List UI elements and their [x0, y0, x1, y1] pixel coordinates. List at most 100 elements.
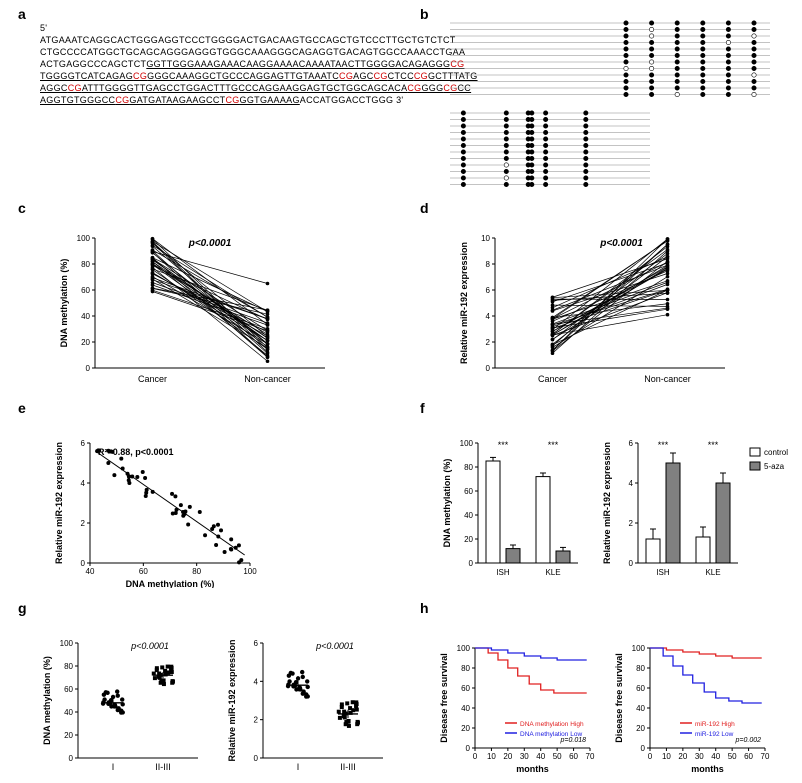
- svg-text:control: control: [764, 448, 788, 457]
- svg-text:p<0.0001: p<0.0001: [188, 238, 232, 249]
- svg-text:100: 100: [457, 644, 471, 653]
- svg-text:6: 6: [629, 439, 634, 448]
- svg-text:***: ***: [548, 440, 559, 450]
- svg-text:DNA methylation (%): DNA methylation (%): [59, 259, 69, 348]
- svg-text:20: 20: [64, 731, 73, 740]
- svg-text:0: 0: [629, 559, 634, 568]
- svg-text:p<0.0001: p<0.0001: [130, 641, 169, 651]
- svg-text:20: 20: [81, 338, 90, 347]
- svg-text:Cancer: Cancer: [538, 374, 567, 384]
- svg-text:100: 100: [60, 639, 74, 648]
- svg-text:p=0.002: p=0.002: [735, 737, 762, 744]
- panel-g-plot: 020406080100DNA methylation (%)III-IIIp<…: [40, 618, 410, 778]
- svg-text:0: 0: [469, 559, 474, 568]
- svg-text:miR-192 Low: miR-192 Low: [695, 731, 734, 738]
- svg-text:10: 10: [481, 234, 490, 243]
- panel-e-plot: 0246406080100Relative miR-192 expression…: [50, 418, 270, 588]
- panel-b-plot: [440, 18, 780, 193]
- panel-c-label: c: [18, 200, 26, 216]
- svg-text:40: 40: [86, 567, 95, 576]
- svg-text:6: 6: [486, 286, 491, 295]
- svg-text:I: I: [112, 762, 115, 772]
- svg-text:0: 0: [69, 754, 74, 763]
- svg-text:Relative miR-192 expression: Relative miR-192 expression: [602, 442, 612, 564]
- svg-text:60: 60: [64, 685, 73, 694]
- svg-text:40: 40: [81, 312, 90, 321]
- svg-text:6: 6: [81, 439, 86, 448]
- svg-text:60: 60: [139, 567, 148, 576]
- svg-text:0: 0: [641, 744, 646, 753]
- svg-text:I: I: [297, 762, 300, 772]
- svg-text:Non-cancer: Non-cancer: [644, 374, 691, 384]
- panel-d-label: d: [420, 200, 429, 216]
- panel-b-label: b: [420, 6, 429, 22]
- svg-text:40: 40: [64, 708, 73, 717]
- panel-h-label: h: [420, 600, 429, 616]
- svg-text:4: 4: [486, 312, 491, 321]
- svg-text:2: 2: [254, 716, 259, 725]
- svg-text:20: 20: [503, 752, 512, 761]
- svg-text:***: ***: [498, 440, 509, 450]
- svg-text:2: 2: [81, 519, 86, 528]
- svg-text:ISH: ISH: [496, 568, 510, 577]
- svg-text:DNA methylation (%): DNA methylation (%): [126, 579, 215, 588]
- svg-text:Relative miR-192 expression: Relative miR-192 expression: [54, 442, 64, 564]
- svg-text:KLE: KLE: [545, 568, 560, 577]
- panel-d-plot: 0246810Relative miR-192 expressionCancer…: [455, 218, 765, 388]
- svg-text:2: 2: [629, 519, 634, 528]
- panel-e-label: e: [18, 400, 26, 416]
- svg-text:0: 0: [648, 752, 653, 761]
- svg-text:20: 20: [636, 724, 645, 733]
- svg-text:0: 0: [486, 364, 491, 373]
- svg-text:ISH: ISH: [656, 568, 670, 577]
- svg-text:50: 50: [728, 752, 737, 761]
- svg-text:80: 80: [464, 463, 473, 472]
- svg-text:4: 4: [81, 479, 86, 488]
- svg-text:Relative miR-192 expression: Relative miR-192 expression: [459, 242, 469, 364]
- svg-text:0: 0: [473, 752, 478, 761]
- svg-text:80: 80: [636, 664, 645, 673]
- svg-text:p=0.018: p=0.018: [560, 737, 587, 744]
- svg-text:4: 4: [629, 479, 634, 488]
- svg-text:0: 0: [466, 744, 471, 753]
- svg-text:DNA methylation (%): DNA methylation (%): [442, 459, 452, 548]
- svg-text:100: 100: [243, 567, 257, 576]
- panel-c-plot: 020406080100DNA methylation (%)CancerNon…: [55, 218, 365, 388]
- svg-text:miR-192 High: miR-192 High: [695, 721, 735, 728]
- svg-text:10: 10: [487, 752, 496, 761]
- svg-text:40: 40: [711, 752, 720, 761]
- svg-text:80: 80: [64, 662, 73, 671]
- svg-text:80: 80: [461, 664, 470, 673]
- svg-text:months: months: [691, 764, 724, 774]
- svg-text:Non-cancer: Non-cancer: [244, 374, 291, 384]
- sequence-block: 5' ATGAAATCAGGCACTGGGAGGTCCCTGGGGACTGACA…: [40, 22, 410, 106]
- svg-text:Cancer: Cancer: [138, 374, 167, 384]
- svg-text:60: 60: [81, 286, 90, 295]
- svg-text:80: 80: [192, 567, 201, 576]
- svg-text:40: 40: [536, 752, 545, 761]
- svg-text:40: 40: [464, 511, 473, 520]
- svg-text:Disease free survival: Disease free survival: [440, 653, 449, 743]
- svg-text:70: 70: [586, 752, 595, 761]
- svg-text:DNA methylation (%): DNA methylation (%): [42, 656, 52, 745]
- svg-text:60: 60: [464, 487, 473, 496]
- svg-text:80: 80: [81, 260, 90, 269]
- panel-a-label: a: [18, 6, 26, 22]
- svg-text:40: 40: [461, 704, 470, 713]
- svg-text:p<0.0001: p<0.0001: [315, 641, 354, 651]
- svg-text:0: 0: [254, 754, 259, 763]
- svg-text:20: 20: [461, 724, 470, 733]
- panel-h-plot: 020406080100010203040506070Disease free …: [440, 618, 790, 778]
- svg-text:5-aza: 5-aza: [764, 462, 785, 471]
- svg-text:R²=0.88, p<0.0001: R²=0.88, p<0.0001: [98, 447, 174, 457]
- panel-f-label: f: [420, 400, 425, 416]
- svg-text:30: 30: [695, 752, 704, 761]
- svg-text:Disease free survival: Disease free survival: [614, 653, 624, 743]
- svg-text:months: months: [516, 764, 549, 774]
- svg-text:60: 60: [744, 752, 753, 761]
- svg-text:100: 100: [460, 439, 474, 448]
- svg-text:KLE: KLE: [705, 568, 720, 577]
- svg-text:II-III: II-III: [155, 762, 171, 772]
- svg-text:II-III: II-III: [340, 762, 356, 772]
- svg-text:DNA methylation High: DNA methylation High: [520, 721, 584, 728]
